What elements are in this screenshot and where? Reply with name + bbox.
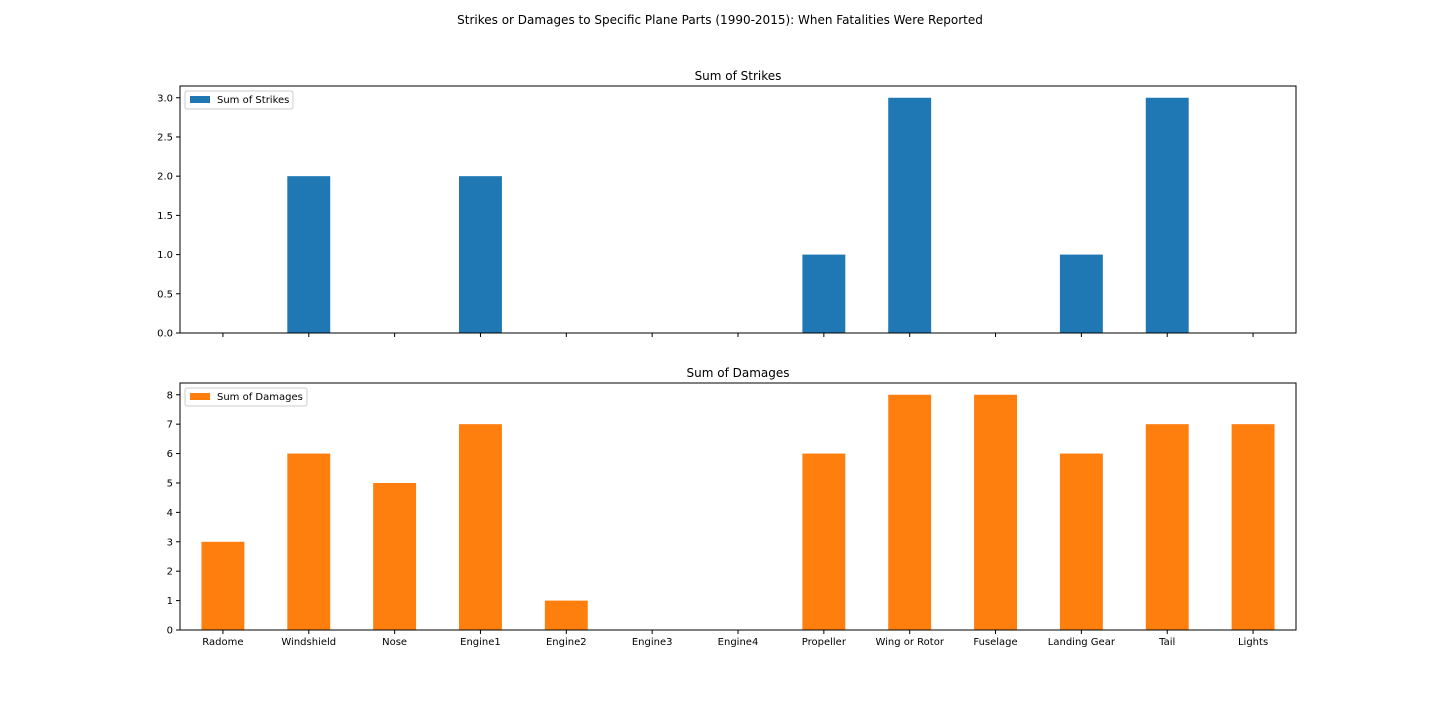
damages-legend: Sum of Damages: [184, 387, 308, 407]
strikes-bars: [287, 97, 1189, 333]
damages-x-axis: Radome Windshield Nose Engine1 Engine2 Engine…: [202, 630, 1268, 648]
damages-y-tick-label: 1: [167, 596, 173, 607]
damages-x-tick-label: Engine1: [460, 637, 501, 648]
damages-x-tick-label: Engine3: [632, 637, 673, 648]
strikes-y-tick-label: 2.5: [157, 132, 173, 143]
damages-bar: [802, 453, 846, 630]
damages-legend-label: Sum of Damages: [217, 392, 303, 403]
strikes-y-axis: 0.0 0.5 1.0 1.5 2.0 2.5 3.0: [157, 93, 180, 340]
damages-axes-frame: [179, 382, 1297, 631]
damages-bar: [1145, 424, 1189, 630]
damages-x-tick-label: Nose: [382, 637, 407, 648]
damages-bar: [888, 394, 932, 630]
strikes-subplot: Sum of Strikes 0.0 0.5 1.0 1.5 2.0 2.5 3.0 Sum…: [157, 69, 1297, 340]
strikes-bar: [888, 97, 932, 333]
damages-y-tick-label: 2: [167, 567, 173, 578]
strikes-bar: [1059, 254, 1103, 333]
strikes-y-tick-label: 3.0: [157, 93, 173, 104]
damages-y-tick-label: 8: [167, 390, 173, 401]
strikes-bar: [1145, 97, 1189, 333]
damages-y-tick-label: 6: [167, 449, 173, 460]
damages-bar: [1059, 453, 1103, 630]
damages-legend-box: [184, 387, 308, 407]
damages-x-tick-label: Engine4: [718, 637, 759, 648]
damages-bar: [1231, 424, 1275, 630]
damages-legend-swatch: [190, 393, 210, 400]
damages-y-tick-label: 4: [167, 508, 173, 519]
damages-x-tick-label: Propeller: [802, 637, 847, 648]
damages-subplot-title: Sum of Damages: [687, 366, 790, 380]
damages-y-tick-label: 0: [167, 626, 173, 637]
damages-bar: [287, 453, 331, 630]
damages-x-tick-label: Engine2: [546, 637, 587, 648]
strikes-bar: [459, 176, 502, 333]
damages-bar: [459, 424, 502, 630]
strikes-bar: [287, 176, 331, 333]
damages-x-tick-label: Radome: [202, 637, 243, 648]
damages-subplot: Sum of Damages 0 1 2 3 4 5 6 7 8 Radome Windshiel…: [167, 366, 1297, 648]
damages-y-axis: 0 1 2 3 4 5 6 7 8: [167, 390, 180, 637]
strikes-subplot-title: Sum of Strikes: [695, 69, 782, 83]
damages-y-tick-label: 5: [167, 478, 173, 489]
damages-bars: [201, 394, 1275, 630]
strikes-y-tick-label: 1.5: [157, 211, 173, 222]
strikes-bar: [802, 254, 846, 333]
strikes-y-tick-label: 2.0: [157, 172, 173, 183]
damages-x-tick-label: Lights: [1238, 637, 1268, 648]
damages-bar: [373, 482, 417, 630]
damages-x-tick-label: Windshield: [281, 637, 336, 648]
damages-x-tick-label: Tail: [1158, 637, 1175, 648]
damages-x-tick-label: Fuselage: [973, 637, 1017, 648]
damages-bar: [544, 600, 588, 630]
strikes-y-tick-label: 0.5: [157, 289, 173, 300]
damages-y-tick-label: 3: [167, 537, 173, 548]
damages-bar: [201, 541, 245, 630]
strikes-x-axis: [222, 333, 1254, 337]
damages-x-tick-label: Landing Gear: [1048, 637, 1116, 648]
strikes-axes-frame: [179, 85, 1297, 334]
strikes-legend-box: [184, 90, 294, 110]
damages-x-tick-label: Wing or Rotor: [875, 637, 944, 648]
strikes-legend-swatch: [190, 96, 210, 103]
damages-bar: [974, 394, 1017, 630]
strikes-legend: Sum of Strikes: [184, 90, 294, 110]
strikes-y-tick-label: 1.0: [157, 250, 173, 261]
strikes-legend-label: Sum of Strikes: [217, 95, 289, 106]
damages-y-tick-label: 7: [167, 420, 173, 431]
strikes-y-tick-label: 0.0: [157, 329, 173, 340]
figure-suptitle: Strikes or Damages to Specific Plane Par…: [457, 13, 983, 27]
